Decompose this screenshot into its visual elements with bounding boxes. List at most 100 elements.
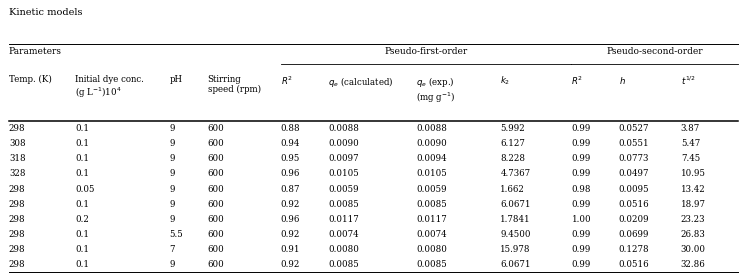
Text: 9.4500: 9.4500	[500, 230, 531, 239]
Text: 0.0094: 0.0094	[416, 154, 447, 163]
Text: 0.1: 0.1	[76, 230, 90, 239]
Text: 0.96: 0.96	[280, 215, 300, 224]
Text: 6.0671: 6.0671	[500, 260, 531, 269]
Text: 0.99: 0.99	[571, 170, 591, 178]
Text: 1.00: 1.00	[571, 215, 591, 224]
Text: 0.0516: 0.0516	[619, 260, 649, 269]
Text: Temp. (K): Temp. (K)	[9, 75, 52, 84]
Text: 23.23: 23.23	[681, 215, 706, 224]
Text: 9: 9	[169, 139, 175, 148]
Text: 0.91: 0.91	[280, 245, 300, 254]
Text: 318: 318	[9, 154, 25, 163]
Text: 0.0117: 0.0117	[416, 215, 447, 224]
Text: 0.05: 0.05	[76, 185, 95, 193]
Text: 600: 600	[208, 200, 224, 209]
Text: 0.0097: 0.0097	[328, 154, 358, 163]
Text: 9: 9	[169, 200, 175, 209]
Text: 1.7841: 1.7841	[500, 215, 531, 224]
Text: 0.0085: 0.0085	[328, 260, 359, 269]
Text: 0.0090: 0.0090	[416, 139, 447, 148]
Text: 0.0551: 0.0551	[619, 139, 649, 148]
Text: 18.97: 18.97	[681, 200, 706, 209]
Text: 600: 600	[208, 260, 224, 269]
Text: 0.0699: 0.0699	[619, 230, 649, 239]
Text: 0.0080: 0.0080	[328, 245, 359, 254]
Text: 0.95: 0.95	[280, 154, 300, 163]
Text: 0.0117: 0.0117	[328, 215, 359, 224]
Text: 328: 328	[9, 170, 25, 178]
Text: 600: 600	[208, 230, 224, 239]
Text: 0.0527: 0.0527	[619, 124, 649, 133]
Text: 0.0080: 0.0080	[416, 245, 447, 254]
Text: 5.992: 5.992	[500, 124, 525, 133]
Text: 298: 298	[9, 230, 25, 239]
Text: 298: 298	[9, 124, 25, 133]
Text: 5.5: 5.5	[169, 230, 183, 239]
Text: 0.0085: 0.0085	[416, 200, 447, 209]
Text: $h$: $h$	[619, 75, 626, 86]
Text: 10.95: 10.95	[681, 170, 706, 178]
Text: 0.1: 0.1	[76, 170, 90, 178]
Text: $k_2$: $k_2$	[500, 75, 510, 87]
Text: $R^2$: $R^2$	[571, 75, 583, 87]
Text: 3.87: 3.87	[681, 124, 700, 133]
Text: $R^2$: $R^2$	[280, 75, 292, 87]
Text: 0.0085: 0.0085	[416, 260, 447, 269]
Text: 0.99: 0.99	[571, 124, 591, 133]
Text: 0.99: 0.99	[571, 230, 591, 239]
Text: 0.0773: 0.0773	[619, 154, 649, 163]
Text: 9: 9	[169, 215, 175, 224]
Text: 0.99: 0.99	[571, 260, 591, 269]
Text: 0.0105: 0.0105	[328, 170, 359, 178]
Text: $t^{1/2}$: $t^{1/2}$	[681, 75, 696, 87]
Text: 8.228: 8.228	[500, 154, 525, 163]
Text: 0.1: 0.1	[76, 124, 90, 133]
Text: 1.662: 1.662	[500, 185, 525, 193]
Text: $q_e$ (exp.)
(mg g$^{-1}$): $q_e$ (exp.) (mg g$^{-1}$)	[416, 75, 456, 105]
Text: 0.1: 0.1	[76, 154, 90, 163]
Text: 0.0088: 0.0088	[328, 124, 359, 133]
Text: 0.2: 0.2	[76, 215, 89, 224]
Text: 600: 600	[208, 139, 224, 148]
Text: 0.1: 0.1	[76, 200, 90, 209]
Text: 308: 308	[9, 139, 25, 148]
Text: 9: 9	[169, 124, 175, 133]
Text: 9: 9	[169, 260, 175, 269]
Text: 26.83: 26.83	[681, 230, 706, 239]
Text: 7: 7	[169, 245, 175, 254]
Text: 32.86: 32.86	[681, 260, 706, 269]
Text: Pseudo-first-order: Pseudo-first-order	[384, 47, 467, 56]
Text: 0.0090: 0.0090	[328, 139, 359, 148]
Text: 600: 600	[208, 154, 224, 163]
Text: 600: 600	[208, 124, 224, 133]
Text: 9: 9	[169, 170, 175, 178]
Text: 0.1: 0.1	[76, 260, 90, 269]
Text: 9: 9	[169, 185, 175, 193]
Text: Stirring
speed (rpm): Stirring speed (rpm)	[208, 75, 260, 94]
Text: 0.99: 0.99	[571, 245, 591, 254]
Text: 9: 9	[169, 154, 175, 163]
Text: 30.00: 30.00	[681, 245, 706, 254]
Text: 4.7367: 4.7367	[500, 170, 531, 178]
Text: 0.0074: 0.0074	[328, 230, 358, 239]
Text: 0.87: 0.87	[280, 185, 300, 193]
Text: 6.127: 6.127	[500, 139, 525, 148]
Text: 7.45: 7.45	[681, 154, 700, 163]
Text: 0.99: 0.99	[571, 154, 591, 163]
Text: 0.94: 0.94	[280, 139, 300, 148]
Text: $q_e$ (calculated): $q_e$ (calculated)	[328, 75, 393, 88]
Text: Initial dye conc.
(g L$^{-1}$)10$^4$: Initial dye conc. (g L$^{-1}$)10$^4$	[76, 75, 145, 100]
Text: 298: 298	[9, 245, 25, 254]
Text: 0.92: 0.92	[280, 230, 300, 239]
Text: 600: 600	[208, 245, 224, 254]
Text: 600: 600	[208, 215, 224, 224]
Text: Parameters: Parameters	[9, 47, 62, 56]
Text: 6.0671: 6.0671	[500, 200, 531, 209]
Text: 0.99: 0.99	[571, 139, 591, 148]
Text: 298: 298	[9, 200, 25, 209]
Text: 5.47: 5.47	[681, 139, 700, 148]
Text: 0.0074: 0.0074	[416, 230, 447, 239]
Text: 0.98: 0.98	[571, 185, 591, 193]
Text: 0.0085: 0.0085	[328, 200, 359, 209]
Text: 0.96: 0.96	[280, 170, 300, 178]
